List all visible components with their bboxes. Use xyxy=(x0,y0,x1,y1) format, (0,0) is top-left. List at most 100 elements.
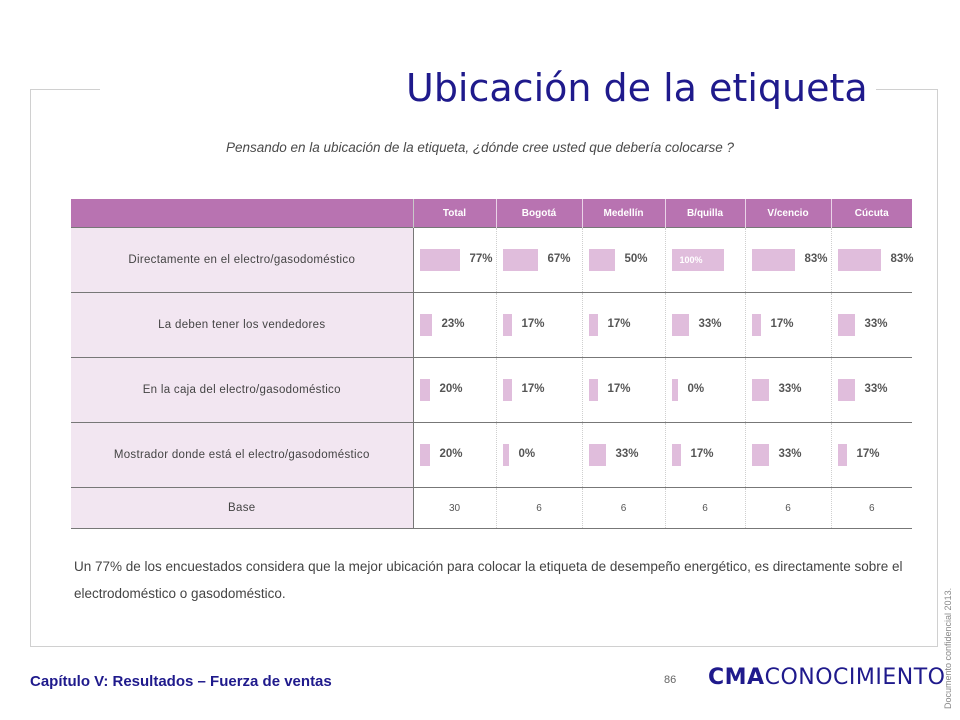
bar-wrap: 23% xyxy=(419,314,508,336)
data-label: 20% xyxy=(439,448,463,460)
header-villavicencio: V/cencio xyxy=(745,199,832,228)
row-label: En la caja del electro/gasodoméstico xyxy=(71,357,414,423)
confidential-note: Documento confidencial 2013. xyxy=(943,587,953,709)
data-label: 33% xyxy=(778,448,802,460)
data-label: 17% xyxy=(607,318,631,330)
bar-wrap: 33% xyxy=(751,444,840,466)
bar-wrap: 33% xyxy=(671,314,760,336)
base-value: 6 xyxy=(496,487,583,529)
bar-wrap: 100% xyxy=(671,249,760,271)
bar xyxy=(419,314,432,336)
header-medellin: Medellín xyxy=(582,199,666,228)
value-cell: 20% xyxy=(413,422,497,488)
company-logo: CMACONOCIMIENTO xyxy=(708,665,945,690)
value-cell: 17% xyxy=(496,357,583,423)
value-cell: 17% xyxy=(582,357,666,423)
summary-text: Un 77% de los encuestados considera que … xyxy=(74,559,903,601)
value-cell: 83% xyxy=(745,227,832,293)
table-row: Directamente en el electro/gasodoméstico… xyxy=(71,227,914,293)
bar xyxy=(588,379,598,401)
row-label: La deben tener los vendedores xyxy=(71,292,414,358)
data-label: 0% xyxy=(518,448,536,460)
row-label: Mostrador donde está el electro/gasodomé… xyxy=(71,422,414,488)
value-cell: 50% xyxy=(582,227,666,293)
bar-wrap: 67% xyxy=(502,249,591,271)
bar xyxy=(502,249,538,271)
bar-wrap: 77% xyxy=(419,249,508,271)
bar-wrap: 50% xyxy=(588,249,677,271)
data-label: 17% xyxy=(521,318,545,330)
bar xyxy=(502,379,512,401)
bar-wrap: 33% xyxy=(588,444,677,466)
data-label: 50% xyxy=(624,253,648,265)
header-total: Total xyxy=(413,199,497,228)
bar xyxy=(588,444,606,466)
chapter-title: Capítulo V: Resultados – Fuerza de venta… xyxy=(30,673,332,690)
value-cell: 33% xyxy=(745,422,832,488)
base-value: 6 xyxy=(582,487,666,529)
bar xyxy=(671,444,681,466)
data-label: 17% xyxy=(607,383,631,395)
value-cell: 23% xyxy=(413,292,497,358)
value-cell: 17% xyxy=(496,292,583,358)
slide-title: Ubicación de la etiqueta xyxy=(400,66,876,110)
bar-wrap: 17% xyxy=(502,379,591,401)
data-label: 83% xyxy=(804,253,828,265)
bar xyxy=(588,314,598,336)
bar-wrap: 20% xyxy=(419,379,508,401)
logo-bold-text: CMA xyxy=(708,665,765,690)
base-row: Base 30 6 6 6 6 6 xyxy=(71,487,912,529)
bar xyxy=(837,314,855,336)
bar xyxy=(419,379,430,401)
data-label: 17% xyxy=(770,318,794,330)
value-cell: 0% xyxy=(665,357,746,423)
bar xyxy=(419,444,430,466)
value-cell: 100% xyxy=(665,227,746,293)
bar xyxy=(751,314,761,336)
table-row: En la caja del electro/gasodoméstico 20% 1… xyxy=(71,357,912,423)
content-frame xyxy=(30,89,938,647)
header-barranquilla: B/quilla xyxy=(665,199,746,228)
bar xyxy=(751,444,769,466)
data-label: 17% xyxy=(856,448,880,460)
data-label: 20% xyxy=(439,383,463,395)
data-label: 33% xyxy=(864,383,888,395)
value-cell: 77% xyxy=(413,227,497,293)
header-corner xyxy=(71,199,414,228)
bar-wrap: 17% xyxy=(588,314,677,336)
bar xyxy=(419,249,460,271)
bar-wrap: 0% xyxy=(502,444,591,466)
bar xyxy=(502,444,509,466)
data-label: 83% xyxy=(890,253,914,265)
bar xyxy=(751,249,795,271)
data-label: 17% xyxy=(690,448,714,460)
data-label: 33% xyxy=(778,383,802,395)
bar xyxy=(588,249,615,271)
data-label: 23% xyxy=(441,318,465,330)
bar xyxy=(751,379,769,401)
value-cell: 0% xyxy=(496,422,583,488)
header-cucuta: Cúcuta xyxy=(831,199,912,228)
bar xyxy=(671,249,724,271)
frame-top-right-line xyxy=(872,89,938,90)
bar xyxy=(837,249,881,271)
table-row: La deben tener los vendedores 23% 17% 17% 33… xyxy=(71,292,912,358)
data-label: 33% xyxy=(615,448,639,460)
data-label: 77% xyxy=(469,253,493,265)
value-cell: 33% xyxy=(582,422,666,488)
value-cell: 33% xyxy=(831,292,912,358)
bar-wrap: 33% xyxy=(837,379,926,401)
value-cell: 33% xyxy=(831,357,912,423)
header-row: Total Bogotá Medellín B/quilla V/cencio … xyxy=(71,199,912,228)
bar-wrap: 17% xyxy=(671,444,760,466)
bar xyxy=(671,314,689,336)
bar xyxy=(837,379,855,401)
value-cell: 67% xyxy=(496,227,583,293)
bar-wrap: 20% xyxy=(419,444,508,466)
value-cell: 17% xyxy=(745,292,832,358)
value-cell: 33% xyxy=(745,357,832,423)
bar-wrap: 17% xyxy=(837,444,926,466)
bar xyxy=(671,379,678,401)
bar xyxy=(502,314,512,336)
data-label: 33% xyxy=(698,318,722,330)
